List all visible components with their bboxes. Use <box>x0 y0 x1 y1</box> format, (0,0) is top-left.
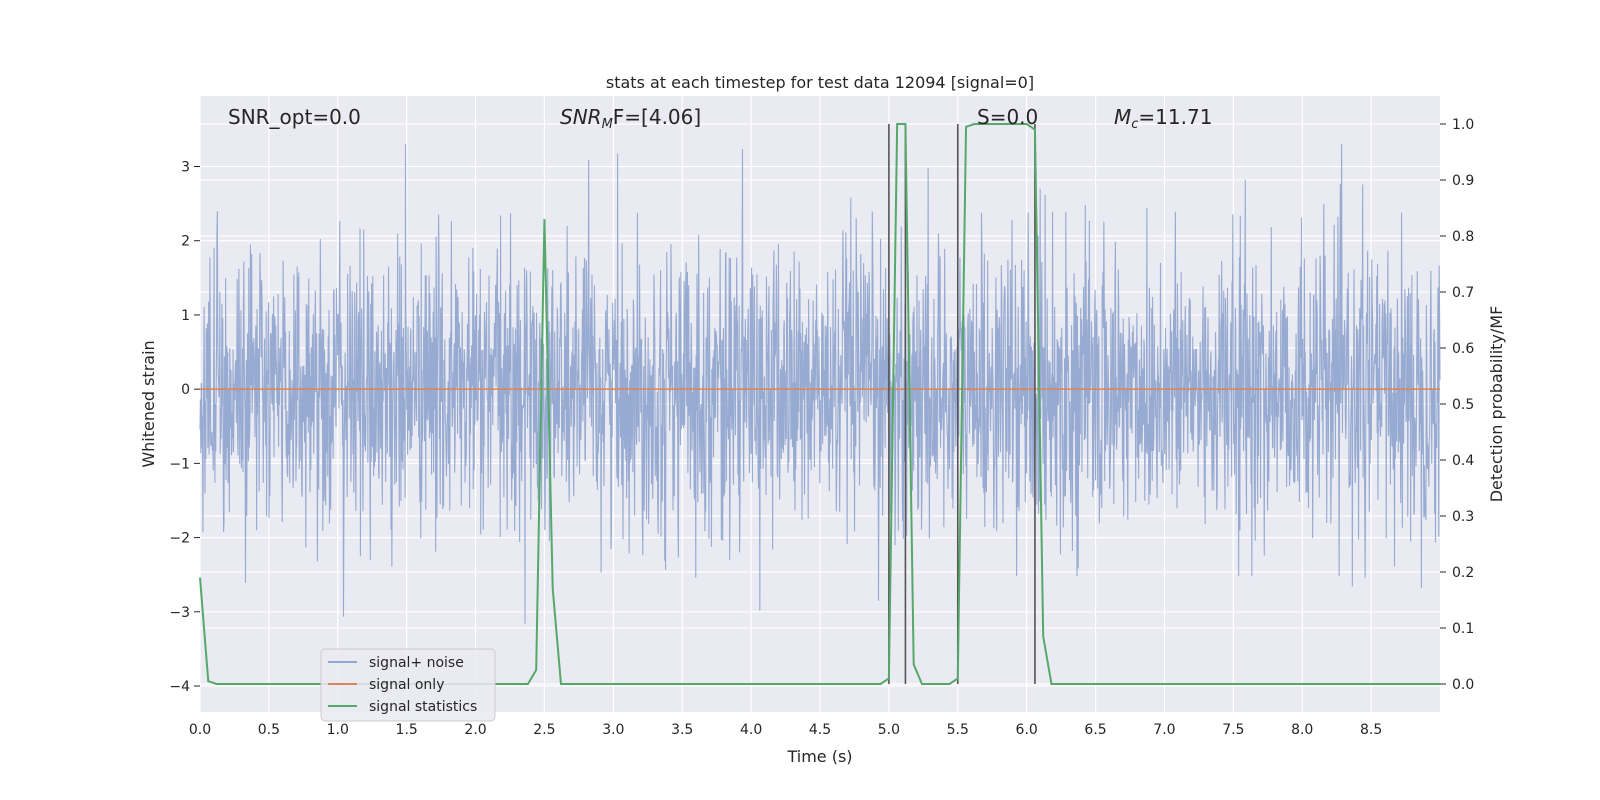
mc-sub: c <box>1131 117 1138 132</box>
y2-tick-label: 1.0 <box>1452 117 1474 133</box>
y-tick-label: −1 <box>169 456 190 472</box>
x-tick-label: 2.5 <box>533 722 555 738</box>
x-tick-label: 5.0 <box>878 722 900 738</box>
y-axis-label: Whitened strain <box>139 340 158 467</box>
y2-axis-label: Detection probability/MF <box>1487 306 1506 503</box>
mc-base: M <box>1114 105 1131 129</box>
x-tick-label: 4.5 <box>809 722 831 738</box>
y-tick-label: −3 <box>169 605 190 621</box>
snr-mf-base: SNR <box>560 105 602 129</box>
legend-label-signal-statistics: signal statistics <box>369 699 477 715</box>
y-ticks: 3 2 1 0 −1 −2 −3 −4 <box>169 160 200 695</box>
x-tick-label: 7.0 <box>1153 722 1175 738</box>
y2-tick-label: 0.1 <box>1452 621 1474 637</box>
chart-title: stats at each timestep for test data 120… <box>606 73 1034 92</box>
mc-annotation: Mc=11.71 <box>1114 105 1212 132</box>
x-tick-label: 2.0 <box>464 722 486 738</box>
y2-tick-label: 0.6 <box>1452 341 1474 357</box>
x-tick-label: 1.5 <box>396 722 418 738</box>
snr-mf-rest: F=[4.06] <box>613 105 701 129</box>
y-tick-label: −4 <box>169 679 190 695</box>
x-tick-label: 4.0 <box>740 722 762 738</box>
y2-tick-label: 0.5 <box>1452 397 1474 413</box>
legend-box <box>320 648 496 722</box>
x-tick-label: 6.5 <box>1084 722 1106 738</box>
noise-series <box>199 144 1441 624</box>
x-tick-label: 1.0 <box>327 722 349 738</box>
mc-rest: =11.71 <box>1138 105 1212 129</box>
x-tick-label: 0.5 <box>258 722 280 738</box>
legend-label-signal-only: signal only <box>369 677 444 693</box>
y2-tick-label: 0.4 <box>1452 453 1474 469</box>
y2-tick-label: 0.8 <box>1452 229 1474 245</box>
x-ticks: 0.0 0.5 1.0 1.5 2.0 2.5 3.0 3.5 4.0 4.5 5.0 5.5 6.0 6… <box>189 722 1382 738</box>
y2-tick-label: 0.7 <box>1452 285 1474 301</box>
series-line-signal-noise <box>199 144 1441 624</box>
x-axis-label: Time (s) <box>786 747 852 766</box>
snr-opt-annotation: SNR_opt=0.0 <box>228 105 361 129</box>
s-annotation: S=0.0 <box>977 105 1038 129</box>
x-tick-label: 5.5 <box>947 722 969 738</box>
legend-label-signal-noise: signal+ noise <box>369 655 464 671</box>
x-tick-label: 6.0 <box>1016 722 1038 738</box>
x-tick-label: 0.0 <box>189 722 211 738</box>
y2-tick-label: 0.3 <box>1452 509 1474 525</box>
y-tick-label: 2 <box>181 234 190 250</box>
x-tick-label: 7.5 <box>1222 722 1244 738</box>
snr-mf-sub: M <box>602 117 613 132</box>
x-tick-label: 3.0 <box>602 722 624 738</box>
x-tick-label: 3.5 <box>671 722 693 738</box>
y2-ticks: 1.0 0.9 0.8 0.7 0.6 0.5 0.4 0.3 0.2 0.1 0.0 <box>1440 117 1474 693</box>
y2-tick-label: 0.0 <box>1452 677 1474 693</box>
y-tick-label: 0 <box>181 382 190 398</box>
y2-tick-label: 0.2 <box>1452 565 1474 581</box>
y-tick-label: 1 <box>181 308 190 324</box>
y-tick-label: 3 <box>181 160 190 176</box>
snr-mf-annotation: SNRMF=[4.06] <box>560 105 701 132</box>
x-tick-label: 8.5 <box>1360 722 1382 738</box>
legend: signal+ noise signal only signal statist… <box>320 648 496 722</box>
y-tick-label: −2 <box>169 531 190 547</box>
y2-tick-label: 0.9 <box>1452 173 1474 189</box>
x-tick-label: 8.0 <box>1291 722 1313 738</box>
